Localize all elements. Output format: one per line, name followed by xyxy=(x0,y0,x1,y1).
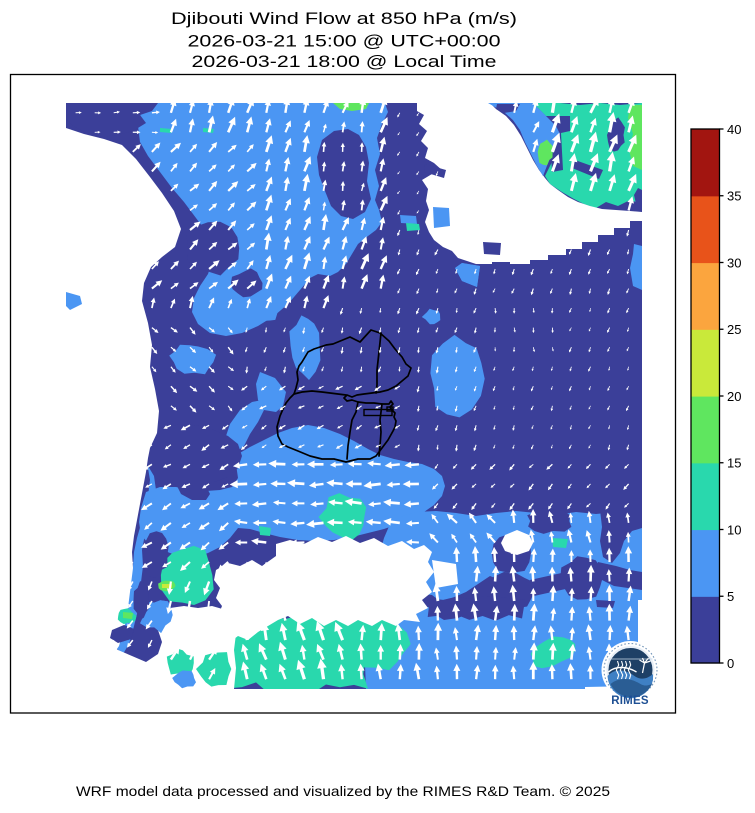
svg-text:2026-03-21 15:00 @ UTC+00:00: 2026-03-21 15:00 @ UTC+00:00 xyxy=(188,33,501,51)
svg-text:2026-03-21 18:00 @ Local Time: 2026-03-21 18:00 @ Local Time xyxy=(192,53,497,71)
svg-text:WRF model data processed and v: WRF model data processed and visualized … xyxy=(76,784,610,799)
svg-text:5: 5 xyxy=(727,589,734,604)
svg-text:0: 0 xyxy=(727,656,734,671)
svg-text:35: 35 xyxy=(727,189,741,204)
svg-text:25: 25 xyxy=(727,322,741,337)
svg-text:RIMES: RIMES xyxy=(611,695,649,707)
svg-text:20: 20 xyxy=(727,389,741,404)
svg-text:40: 40 xyxy=(727,122,741,137)
svg-text:15: 15 xyxy=(727,456,741,471)
svg-text:Djibouti Wind Flow at 850 hPa: Djibouti Wind Flow at 850 hPa (m/s) xyxy=(171,10,517,28)
svg-text:10: 10 xyxy=(727,522,741,537)
svg-text:30: 30 xyxy=(727,255,741,270)
